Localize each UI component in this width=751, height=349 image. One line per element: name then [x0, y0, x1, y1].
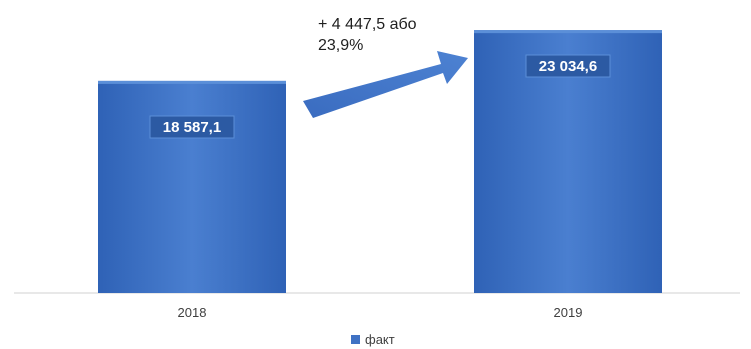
legend-label: факт [365, 332, 395, 347]
bar-top-highlight-2018 [98, 80, 286, 84]
growth-annotation-line1: + 4 447,5 або [318, 16, 417, 33]
data-label-box-2018 [149, 115, 235, 139]
data-label-box-2019 [525, 54, 611, 78]
growth-annotation: + 4 447,5 або 23,9% [318, 14, 417, 56]
legend-swatch [351, 335, 360, 344]
bar-2018 [98, 80, 286, 293]
growth-arrow [303, 51, 468, 118]
data-label-2018: 18 587,1 [163, 119, 221, 136]
data-label-2019: 23 034,6 [539, 58, 597, 75]
legend: факт [351, 332, 395, 347]
x-tick-label-2018: 2018 [178, 305, 207, 320]
x-tick-label-2019: 2019 [554, 305, 583, 320]
bar-top-highlight-2019 [474, 30, 662, 34]
growth-annotation-line2: 23,9% [318, 37, 364, 54]
